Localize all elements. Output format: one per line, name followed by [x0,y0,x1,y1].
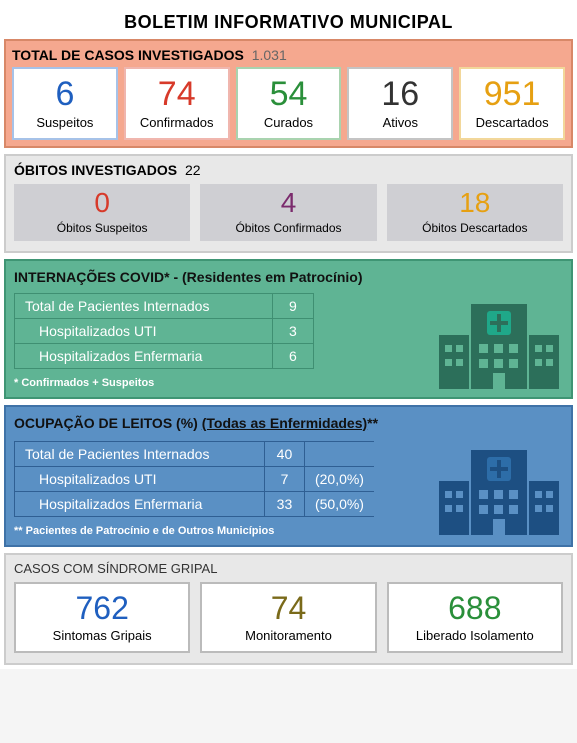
section4-header-underlined: (Todas as Enfermidades) [202,415,367,431]
stat-card: 6 Suspeitos [12,67,118,140]
table-label: Total de Pacientes Internados [15,441,265,466]
stat-card: 951 Descartados [459,67,565,140]
stat-label: Sintomas Gripais [18,628,186,643]
section3-header: INTERNAÇÕES COVID* - (Residentes em Patr… [14,269,563,285]
section-sindrome-gripal: CASOS COM SÍNDROME GRIPAL 762 Sintomas Gr… [4,553,573,665]
table-label: Hospitalizados Enfermaria [15,491,265,516]
section1-header-label: TOTAL DE CASOS INVESTIGADOS [12,47,244,63]
stat-value: 18 [389,188,561,219]
table-value: 9 [272,293,313,318]
section5-header: CASOS COM SÍNDROME GRIPAL [14,561,563,576]
section-total-casos: TOTAL DE CASOS INVESTIGADOS 1.031 6 Suspe… [4,39,573,148]
stat-value: 16 [351,77,449,111]
table-value: 7 [264,466,304,491]
stat-value: 54 [240,77,338,111]
stat-label: Suspeitos [16,115,114,130]
table-value: 6 [272,343,313,368]
stat-card: 16 Ativos [347,67,453,140]
table-value: 3 [272,318,313,343]
stat-label: Descartados [463,115,561,130]
section1-header: TOTAL DE CASOS INVESTIGADOS 1.031 [12,47,565,63]
section2-header: ÓBITOS INVESTIGADOS 22 [14,162,563,178]
section-internacoes: INTERNAÇÕES COVID* - (Residentes em Patr… [4,259,573,399]
section-obitos: ÓBITOS INVESTIGADOS 22 0 Óbitos Suspeitos… [4,154,573,253]
stat-card: 688 Liberado Isolamento [387,582,563,653]
page-title: BOLETIM INFORMATIVO MUNICIPAL [4,4,573,39]
section2-header-label: ÓBITOS INVESTIGADOS [14,162,177,178]
stat-value: 951 [463,77,561,111]
section2-header-value: 22 [185,162,201,178]
section3-header-prefix: INTERNAÇÕES COVID* [14,269,170,285]
section4-header-suffix: ** [367,415,378,431]
table-pct: (50,0%) [304,491,374,516]
stat-card: 54 Curados [236,67,342,140]
table-pct [304,441,374,466]
stat-value: 6 [16,77,114,111]
stat-label: Confirmados [128,115,226,130]
hospital-icon [439,445,559,538]
stat-card: 18 Óbitos Descartados [387,184,563,241]
stat-value: 688 [391,592,559,624]
stat-card: 74 Confirmados [124,67,230,140]
table-label: Hospitalizados Enfermaria [15,343,273,368]
section1-header-value: 1.031 [252,47,287,63]
stat-card: 74 Monitoramento [200,582,376,653]
section-ocupacao-leitos: OCUPAÇÃO DE LEITOS (%) (Todas as Enfermi… [4,405,573,547]
stat-value: 762 [18,592,186,624]
stat-card: 762 Sintomas Gripais [14,582,190,653]
table-value: 33 [264,491,304,516]
stat-value: 74 [204,592,372,624]
stat-label: Óbitos Confirmados [202,221,374,235]
section3-header-suffix: - (Residentes em Patrocínio) [170,269,363,285]
section4-header: OCUPAÇÃO DE LEITOS (%) (Todas as Enfermi… [14,415,563,431]
table-label: Hospitalizados UTI [15,318,273,343]
hospital-icon [439,299,559,392]
section4-header-prefix: OCUPAÇÃO DE LEITOS (%) [14,415,202,431]
stat-label: Curados [240,115,338,130]
table-pct: (20,0%) [304,466,374,491]
stat-card: 4 Óbitos Confirmados [200,184,376,241]
stat-label: Óbitos Suspeitos [16,221,188,235]
stat-label: Ativos [351,115,449,130]
table-label: Hospitalizados UTI [15,466,265,491]
stat-card: 0 Óbitos Suspeitos [14,184,190,241]
stat-label: Óbitos Descartados [389,221,561,235]
stat-label: Liberado Isolamento [391,628,559,643]
stat-value: 4 [202,188,374,219]
table-label: Total de Pacientes Internados [15,293,273,318]
stat-value: 0 [16,188,188,219]
stat-label: Monitoramento [204,628,372,643]
stat-value: 74 [128,77,226,111]
table-value: 40 [264,441,304,466]
